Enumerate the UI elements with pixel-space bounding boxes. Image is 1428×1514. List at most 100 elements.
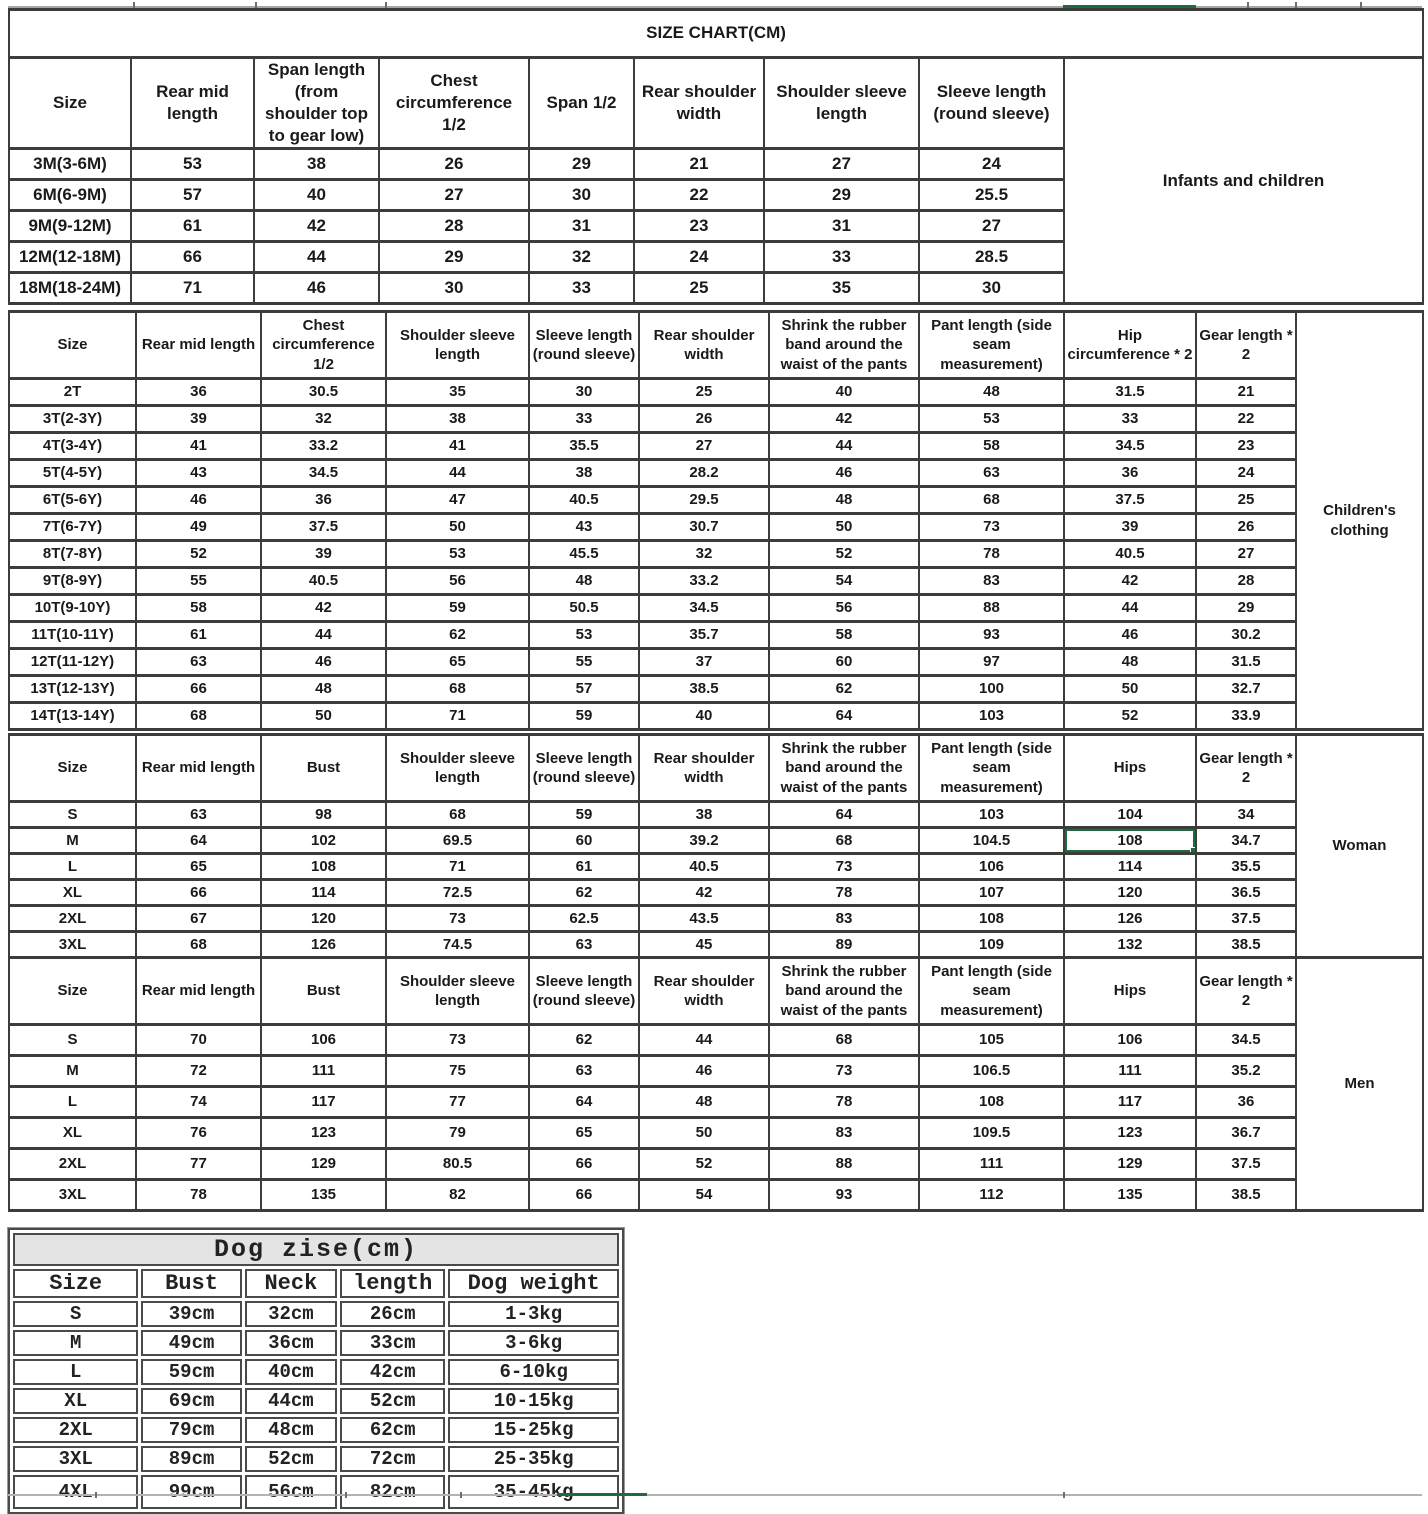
- column-header: Rear mid length: [135, 956, 262, 1026]
- table-row: 7T(6-7Y) 49 37.5 50 43 30.7 50 73 39 26: [8, 512, 1423, 542]
- table-cell: 82: [385, 1178, 530, 1212]
- table-cell: 64: [768, 701, 920, 731]
- table-cell: 100: [918, 674, 1065, 704]
- table-cell: 23: [633, 209, 765, 244]
- table-cell: 74.5: [385, 930, 530, 959]
- table-cell: 10-15kg: [448, 1388, 619, 1414]
- page-title: SIZE CHART(CM): [7, 8, 1425, 59]
- table-cell: 44: [768, 431, 920, 461]
- table-cell: 63: [528, 1054, 640, 1088]
- table-cell: 123: [1063, 1116, 1197, 1150]
- table-cell: 40: [638, 701, 770, 731]
- table-cell: 105: [918, 1023, 1065, 1057]
- table-row: Size Rear mid length Bust Shoulder sleeve l…: [8, 733, 1424, 959]
- table-cell: 25-35kg: [448, 1446, 619, 1472]
- table-cell: 98: [260, 800, 387, 829]
- table-cell: 52: [638, 1147, 770, 1181]
- table-row: 8T(7-8Y) 52 39 53 45.5 32 52 78 40.5 27: [8, 539, 1423, 569]
- column-header: Rear shoulder width: [638, 733, 770, 803]
- table-cell: 53: [918, 404, 1065, 434]
- table-cell: 46: [1063, 620, 1197, 650]
- table-cell: 93: [768, 1178, 920, 1212]
- table-cell: 61: [130, 209, 255, 244]
- row-size: XL: [8, 1116, 137, 1150]
- table-cell: 41: [385, 431, 530, 461]
- table-cell: 64: [528, 1085, 640, 1119]
- row-size: XL: [13, 1388, 139, 1414]
- table-cell: 108: [260, 852, 387, 881]
- table-cell: 66: [130, 240, 255, 275]
- column-header: Span 1/2: [528, 55, 635, 151]
- column-header: Rear shoulder width: [633, 55, 765, 151]
- table-row: 3XL 68 126 74.5 63 45 89 109 132 38.5: [8, 930, 1423, 959]
- table-cell: 25: [638, 377, 770, 407]
- table-cell: 126: [1063, 904, 1197, 933]
- table-cell: 38.5: [638, 674, 770, 704]
- table-cell: 66: [528, 1147, 640, 1181]
- column-header: Bust: [260, 733, 387, 803]
- table-cell: 59: [385, 593, 530, 623]
- table-cell: 78: [768, 878, 920, 907]
- column-header: Span length (from shoulder top to gear l…: [253, 55, 380, 151]
- table-row: L 59cm 40cm 42cm 6-10kg: [13, 1359, 619, 1385]
- table-cell: 34.5: [1195, 1023, 1297, 1057]
- table-cell: 129: [1063, 1147, 1197, 1181]
- table-cell: 61: [528, 852, 640, 881]
- table-cell: 26: [638, 404, 770, 434]
- table-row: M 72 111 75 63 46 73 106.5 111 35.2: [8, 1054, 1423, 1088]
- table-cell: 35.7: [638, 620, 770, 650]
- table-row: 12T(11-12Y) 63 46 65 55 37 60 97 48 31.5: [8, 647, 1423, 677]
- table-cell: 29: [378, 240, 530, 275]
- table-cell: 63: [135, 647, 262, 677]
- column-tick: [385, 2, 387, 9]
- table-cell: 73: [385, 904, 530, 933]
- table-cell: 28: [1195, 566, 1297, 596]
- table-cell: 43: [135, 458, 262, 488]
- table-row: XL 76 123 79 65 50 83 109.5 123 36.7: [8, 1116, 1423, 1150]
- table-cell: 79: [385, 1116, 530, 1150]
- table-cell: 44: [253, 240, 380, 275]
- column-header: Hips: [1063, 956, 1197, 1026]
- table-row: M 49cm 36cm 33cm 3-6kg: [13, 1330, 619, 1356]
- table-cell: 53: [385, 539, 530, 569]
- table-cell: 60: [768, 647, 920, 677]
- table-row: Size Rear mid length Span length (from sho…: [8, 55, 1425, 306]
- column-header: Chest circumference 1/2: [260, 310, 387, 380]
- column-header: Gear length * 2: [1195, 310, 1297, 380]
- table-cell: 62: [528, 1023, 640, 1057]
- column-header: Size: [8, 733, 137, 803]
- table-cell: 76: [135, 1116, 262, 1150]
- table-cell: 32.7: [1195, 674, 1297, 704]
- table-row: S 39cm 32cm 26cm 1-3kg: [13, 1301, 619, 1327]
- table-cell: 52: [1063, 701, 1197, 731]
- row-size: 12M(12-18M): [8, 240, 132, 275]
- table-cell: 39.2: [638, 826, 770, 855]
- row-size: 3T(2-3Y): [8, 404, 137, 434]
- column-header: Bust: [141, 1269, 242, 1298]
- table-cell: 88: [768, 1147, 920, 1181]
- table-row: S 70 106 73 62 44 68 105 106 34.5: [8, 1023, 1423, 1057]
- table-cell: 60: [528, 826, 640, 855]
- table-cell: 50: [260, 701, 387, 731]
- table-cell: 68: [768, 1023, 920, 1057]
- dog-table-title: Dog zise(cm): [13, 1233, 619, 1266]
- table-cell: 63: [135, 800, 262, 829]
- table-cell: 40cm: [244, 1359, 338, 1385]
- table-cell: 32cm: [244, 1301, 338, 1327]
- table-cell: 35.5: [528, 431, 640, 461]
- table-row: 13T(12-13Y) 66 48 68 57 38.5 62 100 50 32.7: [8, 674, 1423, 704]
- table-cell: 28.5: [918, 240, 1065, 275]
- column-header: Size: [8, 310, 137, 380]
- table-cell: 62cm: [340, 1417, 446, 1443]
- table-cell: 33: [763, 240, 920, 275]
- table-cell: 40.5: [638, 852, 770, 881]
- table-cell: 44: [260, 620, 387, 650]
- table-cell: 66: [135, 674, 262, 704]
- table-cell: 35: [763, 271, 920, 306]
- table-cell: 58: [768, 620, 920, 650]
- table-cell: 27: [638, 431, 770, 461]
- table-row: M 64 102 69.5 60 39.2 68 104.5 108 34.7: [8, 826, 1423, 855]
- table-cell: 57: [130, 178, 255, 213]
- adult-size-table: Size Rear mid length Bust Shoulder sleeve l…: [8, 733, 1424, 1212]
